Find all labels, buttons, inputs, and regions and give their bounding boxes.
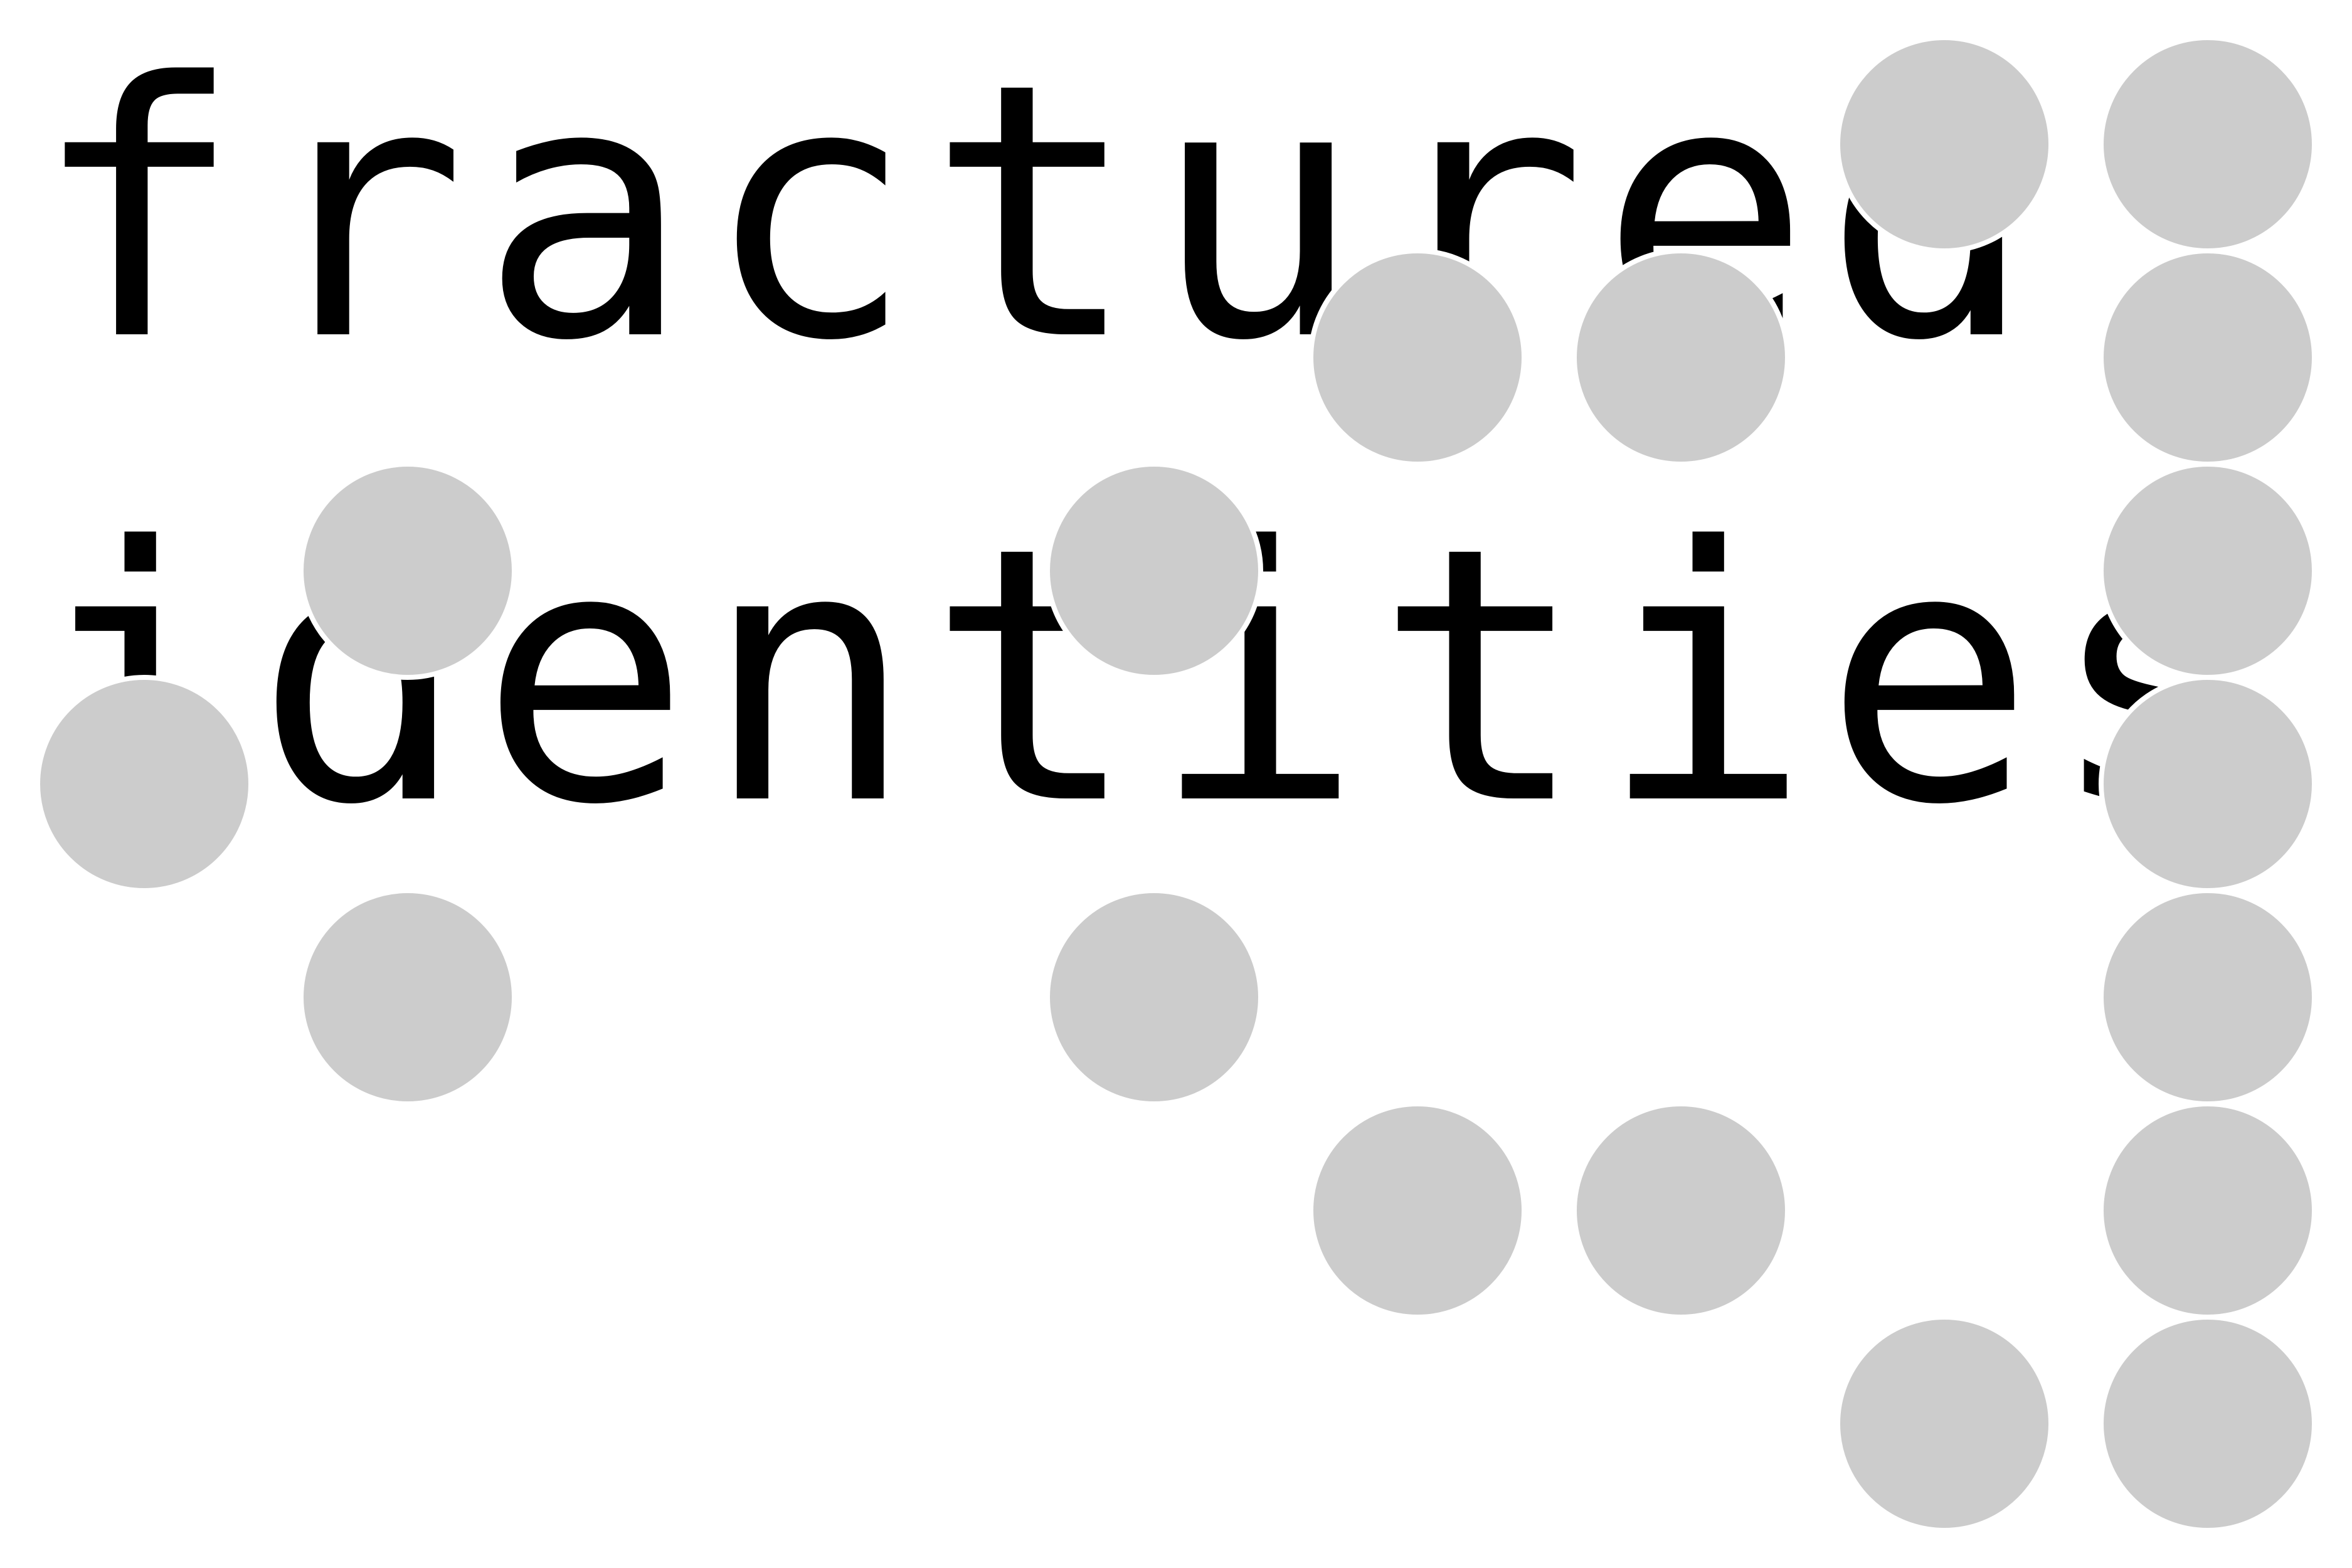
title-line-1: fractured: [31, 9, 2048, 418]
title-line-2: identities: [31, 473, 2272, 882]
grey-dot: [299, 888, 517, 1106]
grey-dot: [2099, 248, 2317, 467]
grey-dot: [2099, 1315, 2317, 1533]
grey-dot: [1308, 1101, 1527, 1320]
grey-dot: [1572, 1101, 1790, 1320]
grey-dot: [1835, 1315, 2053, 1533]
grey-dot: [2099, 1101, 2317, 1320]
grey-dot: [2099, 35, 2317, 253]
grey-dot: [2099, 888, 2317, 1106]
grey-dot: [1045, 888, 1263, 1106]
